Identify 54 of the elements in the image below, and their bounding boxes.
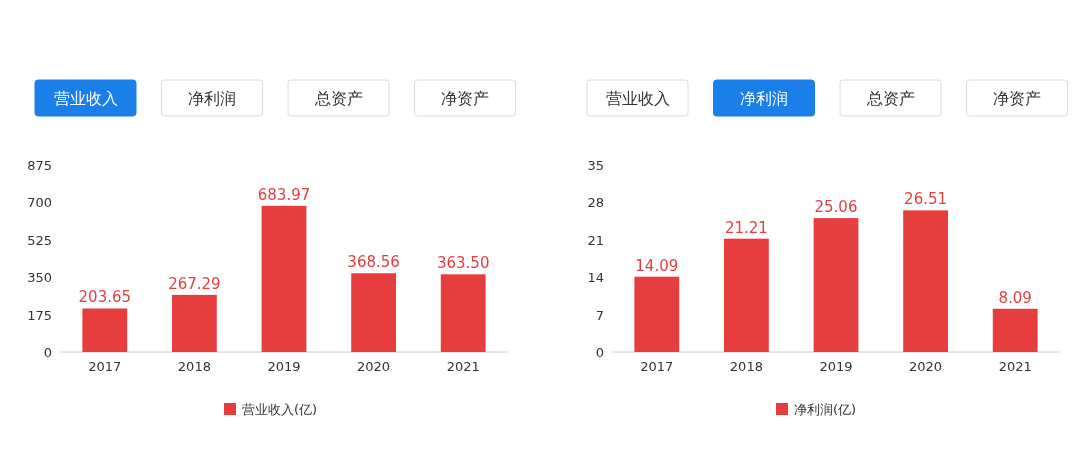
y-tick-label: 0 (43, 345, 52, 360)
y-tick-label: 0 (595, 345, 604, 360)
bar (351, 273, 396, 352)
legend-label: 营业收入(亿) (242, 402, 318, 417)
button: 净资产 (966, 79, 1068, 117)
data-label: 26.51 (904, 190, 948, 209)
button: 总资产 (287, 79, 390, 117)
bar (724, 238, 769, 352)
x-tick-label: 2017 (88, 359, 122, 374)
x-tick-label: 2017 (640, 359, 674, 374)
y-tick-label: 350 (27, 270, 52, 286)
button: 总资产 (839, 79, 942, 117)
text: 368.56 (347, 253, 400, 272)
x-tick-label: 2021 (998, 359, 1032, 374)
data-label: 21.21 (724, 218, 768, 237)
button: 净资产 (414, 79, 516, 117)
data-label: 14.09 (635, 256, 679, 275)
bar (440, 274, 486, 352)
bar (172, 294, 217, 352)
legend-label: 净利润(亿) (794, 402, 857, 417)
bar (261, 205, 307, 352)
y-tick-label: 21 (587, 232, 604, 248)
data-label: 25.06 (814, 198, 858, 217)
y-tick-label: 875 (27, 158, 52, 173)
bar (903, 210, 948, 352)
x-tick-label: 2018 (177, 359, 211, 374)
x-tick-label: 2020 (357, 359, 391, 374)
x-tick-label: 2019 (267, 359, 301, 374)
x-tick-label: 2019 (819, 359, 853, 374)
x-tick-label: 2021 (446, 359, 480, 374)
x-tick-label: 2020 (909, 359, 943, 374)
bar (634, 276, 680, 352)
bar (992, 308, 1038, 352)
button: 营业收入 (586, 79, 689, 117)
y-tick-label: 7 (595, 307, 604, 323)
y-tick-label: 35 (587, 158, 604, 173)
text: 363.50 (436, 254, 490, 273)
text: 203.65 (78, 288, 132, 307)
bar (813, 218, 859, 352)
x-tick-label: 2018 (729, 359, 763, 374)
y-tick-label: 14 (587, 270, 604, 286)
y-tick-label: 525 (27, 232, 52, 248)
legend: 净利润(亿) (776, 402, 857, 417)
text: 683.97 (257, 185, 311, 204)
button: 净利润 (161, 79, 263, 117)
button: 营业收入 (34, 79, 137, 117)
button: 净利润 (713, 79, 815, 117)
text: 267.29 (168, 274, 221, 293)
data-label: 8.09 (998, 288, 1032, 307)
y-tick-label: 28 (587, 195, 604, 211)
y-tick-label: 700 (27, 195, 52, 211)
bar (82, 308, 128, 352)
y-tick-label: 175 (27, 307, 52, 323)
legend: 营业收入(亿) (224, 402, 318, 417)
